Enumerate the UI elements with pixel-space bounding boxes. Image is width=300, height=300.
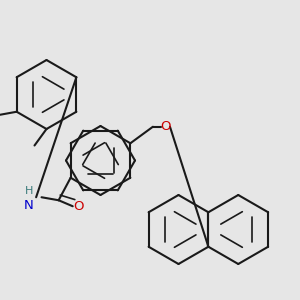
Text: H: H bbox=[25, 186, 34, 196]
Text: N: N bbox=[24, 199, 34, 212]
Text: O: O bbox=[73, 200, 83, 213]
Text: O: O bbox=[160, 120, 171, 133]
